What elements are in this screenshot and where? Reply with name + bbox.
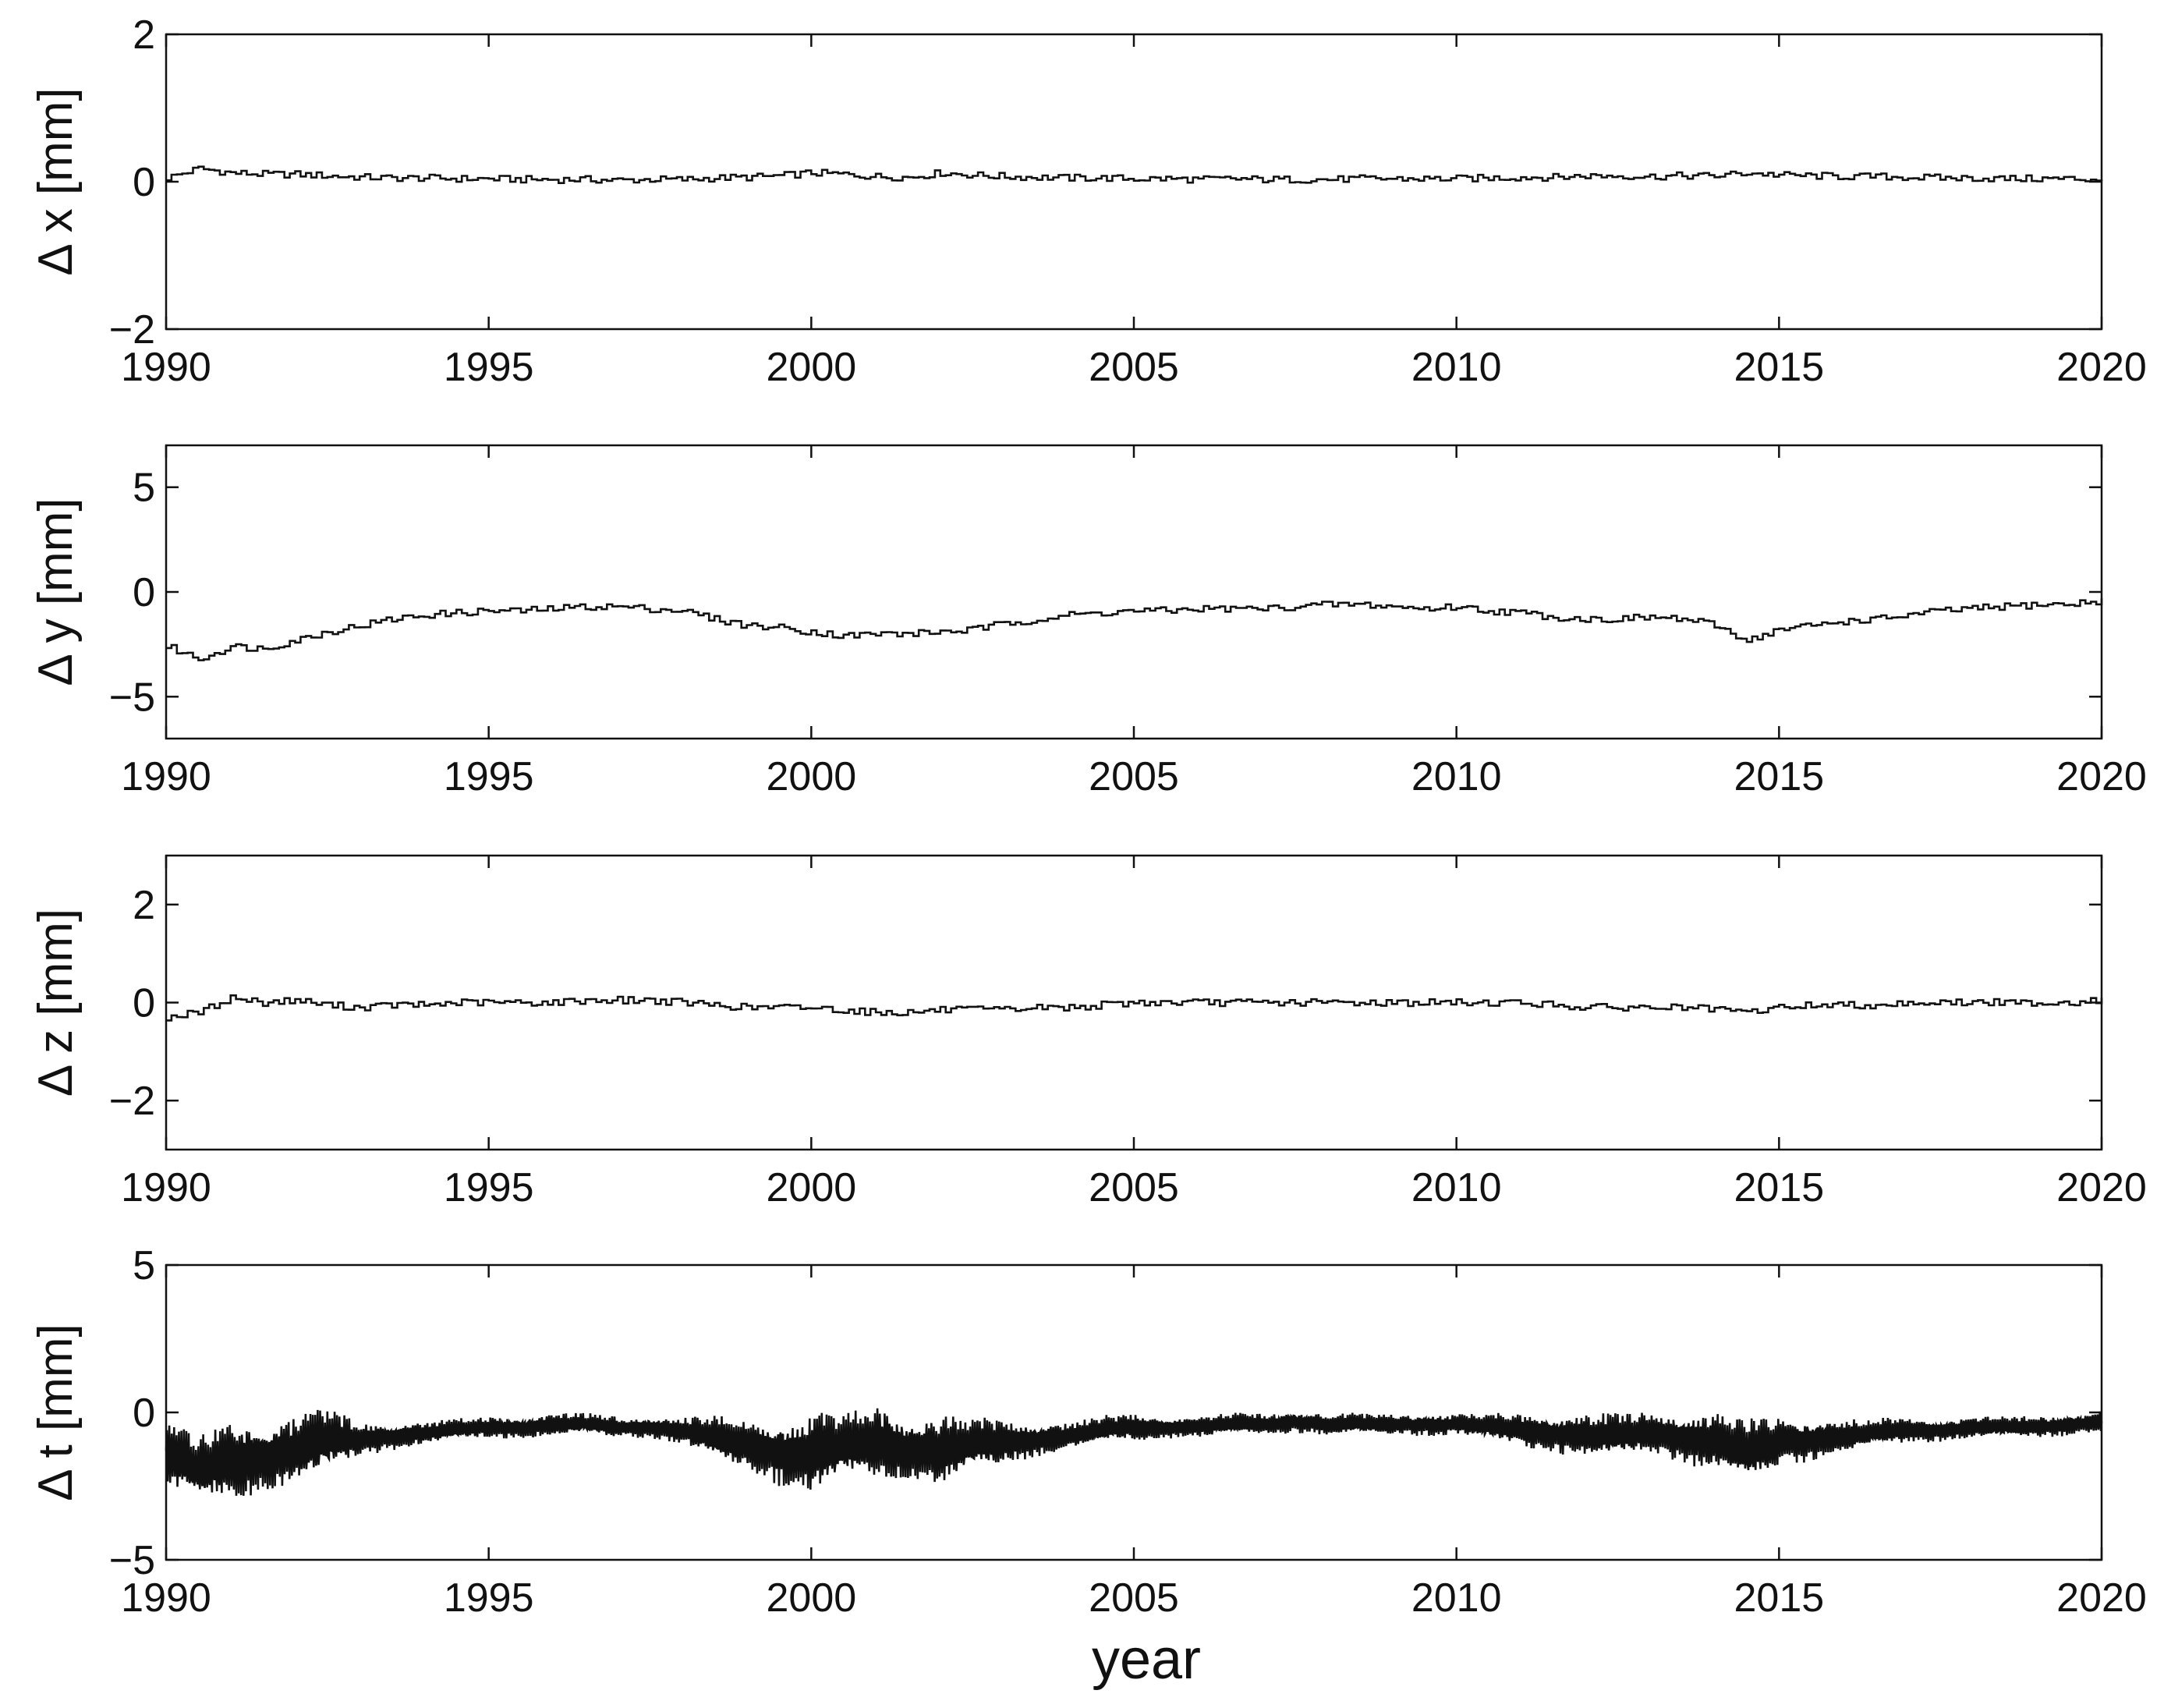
- y-tick-label: 5: [133, 1243, 155, 1288]
- y-tick-label: 0: [133, 160, 155, 205]
- x-tick-label: 2010: [1411, 1165, 1502, 1210]
- y-tick-label: 0: [133, 570, 155, 615]
- y-tick-label: −5: [109, 1538, 155, 1583]
- y-tick-label: 2: [133, 883, 155, 928]
- y-axis-label: Δ x [mm]: [29, 87, 83, 275]
- x-tick-label: 2015: [1734, 1575, 1824, 1621]
- panel-1: 1990 1995 2000 2005 2010 2015 2020 5 0 −5 Δ y [mm]: [29, 444, 2147, 799]
- y-tick-label: −2: [109, 307, 155, 353]
- x-tick-label: 2020: [2056, 754, 2147, 799]
- y-tick-label: −2: [109, 1079, 155, 1124]
- x-tick-label: 2020: [2056, 1575, 2147, 1621]
- x-tick-label: 1990: [121, 1575, 211, 1621]
- x-tick-label: 2010: [1411, 1575, 1502, 1621]
- x-tick-label: 2000: [766, 1165, 856, 1210]
- x-tick-label: 2010: [1411, 345, 1502, 390]
- series-line: [165, 1408, 2103, 1496]
- x-tick-label: 2005: [1089, 754, 1179, 799]
- y-tick-label: −5: [109, 675, 155, 720]
- series-line: [166, 598, 2103, 661]
- y-tick-label: 0: [133, 1391, 155, 1436]
- y-tick-label: 0: [133, 981, 155, 1026]
- y-axis-label: Δ y [mm]: [29, 498, 83, 686]
- x-tick-label: 2005: [1089, 1165, 1179, 1210]
- x-tick-label: 2015: [1734, 345, 1824, 390]
- x-tick-label: 2000: [766, 1575, 856, 1621]
- x-tick-label: 1995: [444, 345, 534, 390]
- series-line: [166, 994, 2103, 1022]
- y-tick-label: 5: [133, 466, 155, 511]
- y-axis-label: Δ t [mm]: [29, 1324, 83, 1501]
- x-tick-label: 2000: [766, 754, 856, 799]
- x-tick-label: 2020: [2056, 345, 2147, 390]
- y-axis-label: Δ z [mm]: [29, 909, 83, 1097]
- x-tick-label: 1990: [121, 754, 211, 799]
- x-tick-label: 1995: [444, 1165, 534, 1210]
- plot-frame: [165, 444, 2103, 740]
- x-tick-label: 1990: [121, 1165, 211, 1210]
- x-tick-label: 1995: [444, 1575, 534, 1621]
- x-tick-label: 2005: [1089, 1575, 1179, 1621]
- x-tick-label: 2020: [2056, 1165, 2147, 1210]
- panel-3: 1990 1995 2000 2005 2010 2015 2020 5 0 −5 Δ t [mm]: [29, 1243, 2147, 1621]
- x-tick-label: 2005: [1089, 345, 1179, 390]
- x-tick-label: 2015: [1734, 754, 1824, 799]
- x-tick-label: 1995: [444, 754, 534, 799]
- x-tick-label: 2010: [1411, 754, 1502, 799]
- x-tick-label: 1990: [121, 345, 211, 390]
- x-tick-label: 2000: [766, 345, 856, 390]
- plot-frame: [165, 1263, 2103, 1561]
- y-tick-label: 2: [133, 12, 155, 58]
- series-line: [166, 165, 2103, 184]
- x-tick-label: 2015: [1734, 1165, 1824, 1210]
- x-axis-title: year: [1092, 1628, 1201, 1691]
